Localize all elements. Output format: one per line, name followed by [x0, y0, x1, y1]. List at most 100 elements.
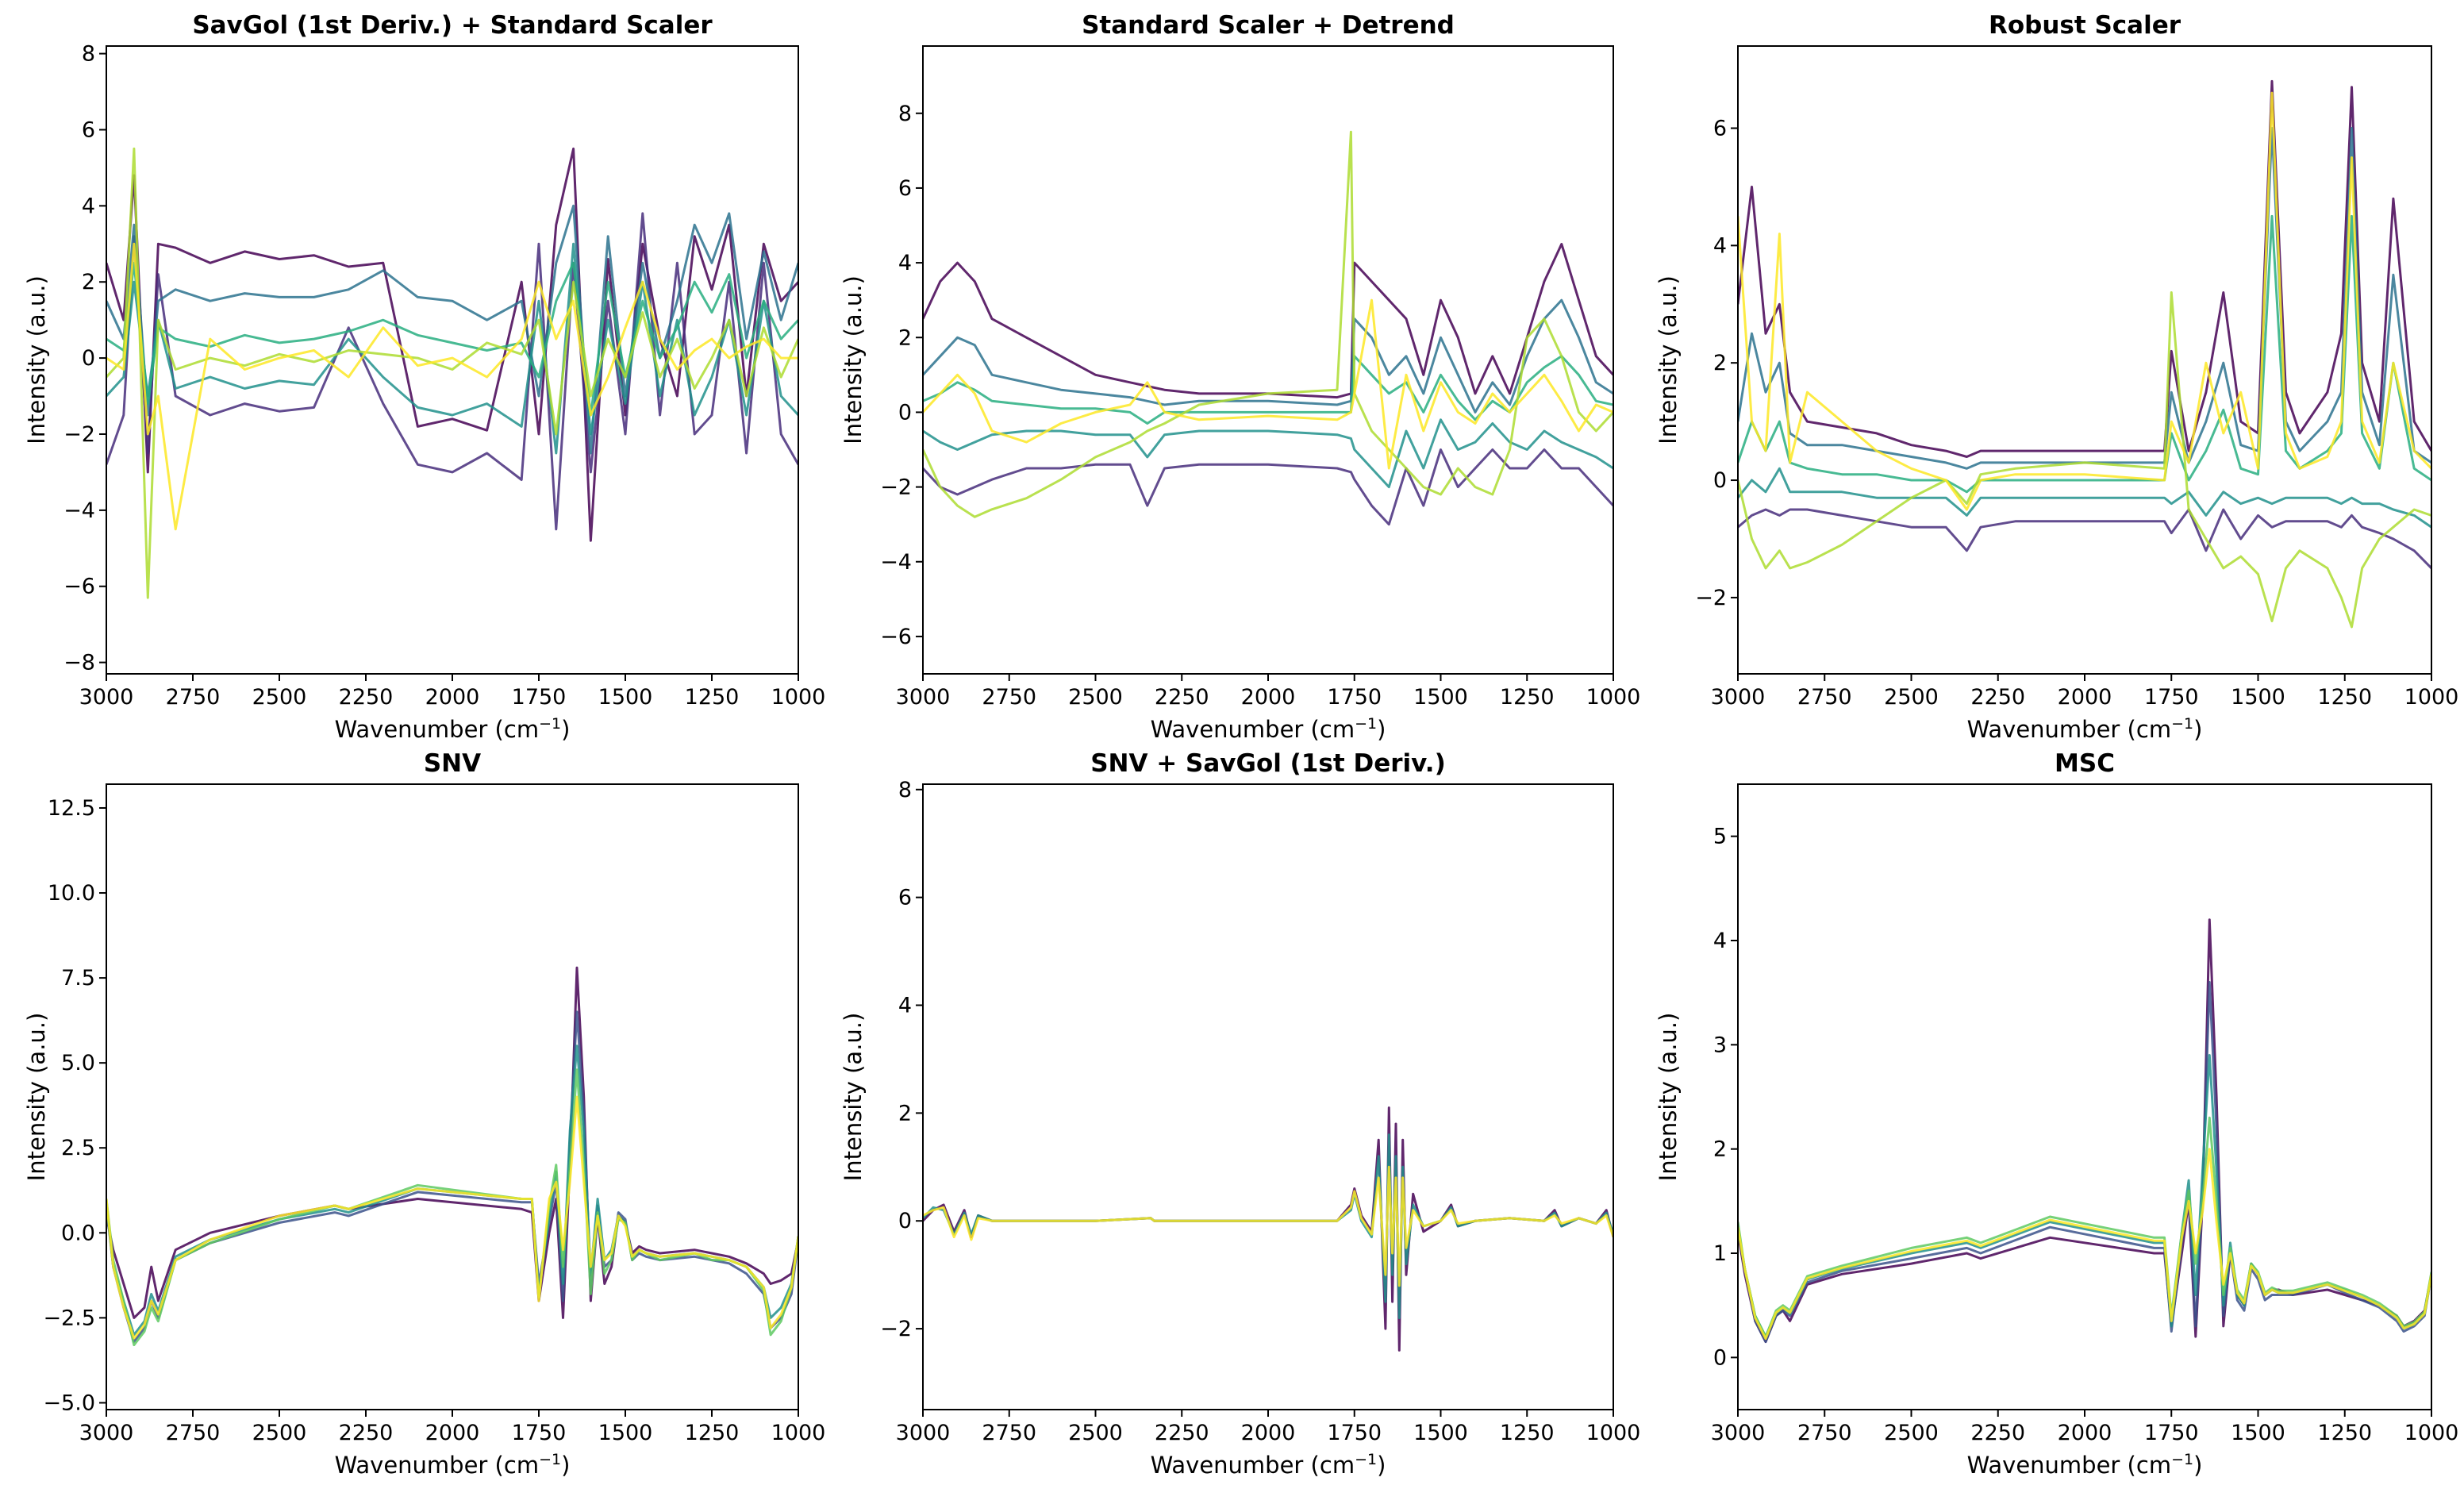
y-tick-label: 10.0	[48, 881, 95, 906]
x-tick-label: 1000	[771, 1421, 826, 1445]
x-axis-label: Wavenumber (cm−1)	[335, 1451, 571, 1479]
x-tick-label: 2250	[339, 685, 394, 710]
x-axis-label-superscript: −1	[539, 715, 561, 733]
y-tick-label: 4	[898, 251, 912, 275]
y-tick-label: −5.0	[43, 1391, 95, 1415]
x-tick-label: 2500	[1068, 685, 1123, 710]
subplot-title: SNV	[424, 749, 481, 778]
y-tick-label: −2	[63, 422, 95, 447]
x-tick-label: 2000	[425, 685, 480, 710]
y-tick-label: −2.5	[43, 1306, 95, 1330]
x-axis-label: Wavenumber (cm−1)	[1151, 715, 1386, 743]
spectrum-line-s7	[106, 242, 798, 531]
spectrum-line-s5	[1738, 1148, 2431, 1341]
y-tick-label: 6	[898, 176, 912, 201]
y-tick-label: −8	[63, 651, 95, 675]
spectrum-line-s4	[106, 242, 798, 455]
subplot-robust-scaler: 3000 2750 2500 2250 2000 1750 1500 1250 1000 −2 0 2…	[1655, 11, 2458, 743]
x-tick-label: 1750	[512, 1421, 567, 1445]
plot-frame	[106, 783, 799, 1410]
x-tick-label: 2750	[166, 1421, 221, 1445]
x-tick-label: 1750	[1327, 1421, 1382, 1445]
y-tick-label: 6	[1713, 116, 1727, 140]
spectrum-line-s6	[923, 130, 1613, 518]
subplot-title: Robust Scaler	[1989, 11, 2181, 40]
spectrum-line-s4	[106, 1068, 798, 1347]
x-axis-label-close: )	[1377, 716, 1386, 743]
spectrum-line-s6	[106, 147, 798, 599]
x-tick-label: 1750	[2144, 685, 2199, 710]
x-axis-label: Wavenumber (cm−1)	[1151, 1451, 1386, 1479]
x-tick-label: 1000	[2404, 1421, 2459, 1445]
spectrum-line-s2	[923, 448, 1613, 526]
x-axis-label-superscript: −1	[1355, 1451, 1377, 1468]
y-axis-label: Intensity (a.u.)	[840, 275, 867, 444]
spectrum-line-s3	[1738, 127, 2431, 470]
spectrum-line-s7	[1738, 91, 2431, 511]
x-axis-label: Wavenumber (cm−1)	[335, 715, 571, 743]
x-axis-label-text: Wavenumber (cm	[1967, 1452, 2172, 1479]
spectra-traces	[923, 1106, 1613, 1352]
spectrum-line-s1	[1738, 918, 2431, 1344]
x-tick-label: 1250	[2317, 1421, 2372, 1445]
x-tick-label: 1500	[2231, 1421, 2285, 1445]
x-axis-label-close: )	[561, 1452, 570, 1479]
x-tick-label: 1250	[685, 1421, 740, 1445]
x-tick-label: 2500	[1068, 1421, 1123, 1445]
spectrum-line-s2	[1738, 508, 2431, 569]
x-tick-label: 2250	[1155, 1421, 1209, 1445]
spectra-traces	[106, 966, 798, 1347]
x-tick-label: 2750	[982, 1421, 1036, 1445]
x-axis-label-superscript: −1	[2171, 1451, 2193, 1468]
y-tick-label: 0	[1713, 468, 1727, 493]
plot-frame	[1737, 45, 2432, 675]
x-tick-label: 3000	[1711, 685, 1766, 710]
x-tick-label: 1250	[1500, 685, 1555, 710]
spectrum-line-s3	[106, 204, 798, 455]
spectra-traces	[923, 130, 1613, 526]
y-tick-label: 1	[1713, 1241, 1727, 1266]
x-tick-label: 1000	[1586, 685, 1641, 710]
x-tick-label: 2500	[252, 685, 307, 710]
x-tick-label: 2250	[1155, 685, 1209, 710]
x-tick-label: 1000	[2404, 685, 2459, 710]
x-axis-label-text: Wavenumber (cm	[335, 716, 540, 743]
spectrum-line-s1	[923, 1106, 1613, 1352]
y-tick-label: −4	[880, 550, 912, 575]
x-tick-label: 2500	[1884, 685, 1939, 710]
x-tick-label: 1500	[598, 685, 653, 710]
subplot-title: Standard Scaler + Detrend	[1082, 11, 1455, 40]
x-axis-label-text: Wavenumber (cm	[1151, 1452, 1355, 1479]
y-axis-label: Intensity (a.u.)	[1655, 275, 1682, 444]
y-tick-label: 0	[898, 400, 912, 425]
x-axis-label-superscript: −1	[2171, 715, 2193, 733]
spectrum-line-s1	[923, 243, 1613, 399]
y-axis-label: Intensity (a.u.)	[840, 1013, 867, 1182]
x-tick-label: 2000	[2058, 1421, 2112, 1445]
subplot-snv-savgol: 3000 2750 2500 2250 2000 1750 1500 1250 1000 −2 0 2…	[840, 749, 1640, 1479]
spectrum-line-s3	[1738, 1054, 2431, 1338]
spectrum-line-s7	[923, 298, 1613, 470]
y-tick-label: 2	[898, 325, 912, 350]
x-tick-label: 3000	[896, 685, 951, 710]
spectrum-line-s2	[1738, 981, 2431, 1344]
spectrum-line-s3	[923, 1165, 1613, 1287]
spectrum-line-s4	[923, 418, 1613, 489]
x-tick-label: 1750	[512, 685, 567, 710]
x-tick-label: 2750	[1797, 685, 1852, 710]
y-axis-label: Intensity (a.u.)	[23, 275, 50, 444]
y-tick-label: 12.5	[48, 796, 95, 821]
spectrum-line-s5	[106, 1095, 798, 1340]
spectrum-line-s5	[106, 261, 798, 417]
y-tick-label: 2	[898, 1101, 912, 1125]
x-tick-label: 2250	[339, 1421, 394, 1445]
x-axis-label-superscript: −1	[1355, 715, 1377, 733]
x-tick-label: 2000	[2058, 685, 2112, 710]
spectrum-line-s2	[923, 1133, 1613, 1319]
x-tick-label: 2000	[425, 1421, 480, 1445]
y-tick-label: 2	[1713, 351, 1727, 375]
y-tick-label: 4	[1713, 929, 1727, 953]
y-tick-label: 0	[1713, 1345, 1727, 1370]
subplot-title: SNV + SavGol (1st Deriv.)	[1090, 749, 1446, 778]
x-axis-label-close: )	[2193, 716, 2202, 743]
